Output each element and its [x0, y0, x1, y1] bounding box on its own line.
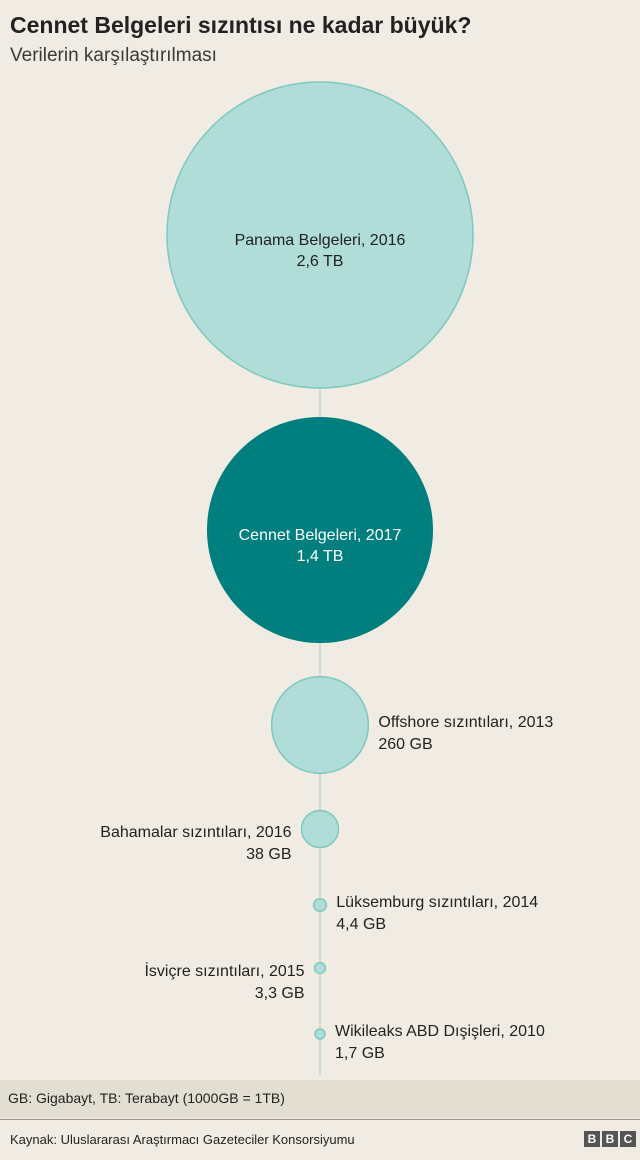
bubble-label-0: Panama Belgeleri, 2016 — [235, 232, 406, 249]
bbc-logo-letter: B — [584, 1131, 600, 1147]
bubble-label-6: Wikileaks ABD Dışişleri, 2010 — [335, 1023, 545, 1040]
bubble-2 — [270, 675, 370, 775]
unit-legend-bar: GB: Gigabayt, TB: Terabayt (1000GB = 1TB… — [0, 1080, 640, 1118]
bubble-3 — [300, 809, 340, 849]
bbc-logo-letter: B — [602, 1131, 618, 1147]
bubble-value-6: 1,7 GB — [335, 1045, 385, 1062]
bubble-5 — [313, 961, 327, 975]
footer-divider — [0, 1119, 640, 1120]
unit-legend-text: GB: Gigabayt, TB: Terabayt (1000GB = 1TB… — [8, 1090, 285, 1106]
bubble-label-1: Cennet Belgeleri, 2017 — [239, 527, 402, 544]
bubble-label-4: Lüksemburg sızıntıları, 2014 — [336, 894, 538, 911]
chart-subtitle: Verilerin karşılaştırılması — [10, 45, 217, 66]
bubble-value-0: 2,6 TB — [297, 253, 344, 270]
bubble-0 — [166, 81, 474, 389]
bubble-value-5: 3,3 GB — [255, 985, 305, 1002]
bubble-chart: Panama Belgeleri, 2016 2,6 TB Cennet Belge… — [100, 81, 553, 1075]
bubble-value-2: 260 GB — [378, 736, 432, 753]
bubble-1 — [206, 416, 434, 644]
bubble-value-3: 38 GB — [246, 846, 291, 863]
bubble-label-2: Offshore sızıntıları, 2013 — [378, 714, 553, 731]
bubble-6 — [314, 1028, 326, 1040]
bubble-label-5: İsviçre sızıntıları, 2015 — [144, 961, 304, 980]
bbc-logo-letter: C — [620, 1131, 636, 1147]
bubble-4 — [312, 897, 328, 913]
bubble-value-4: 4,4 GB — [336, 916, 386, 933]
bbc-logo: B B C — [584, 1131, 636, 1147]
bubble-label-3: Bahamalar sızıntıları, 2016 — [100, 824, 291, 841]
bubble-value-1: 1,4 TB — [297, 548, 344, 565]
chart-title: Cennet Belgeleri sızıntısı ne kadar büyü… — [10, 12, 472, 38]
source-note: Kaynak: Uluslararası Araştırmacı Gazetec… — [10, 1132, 355, 1147]
